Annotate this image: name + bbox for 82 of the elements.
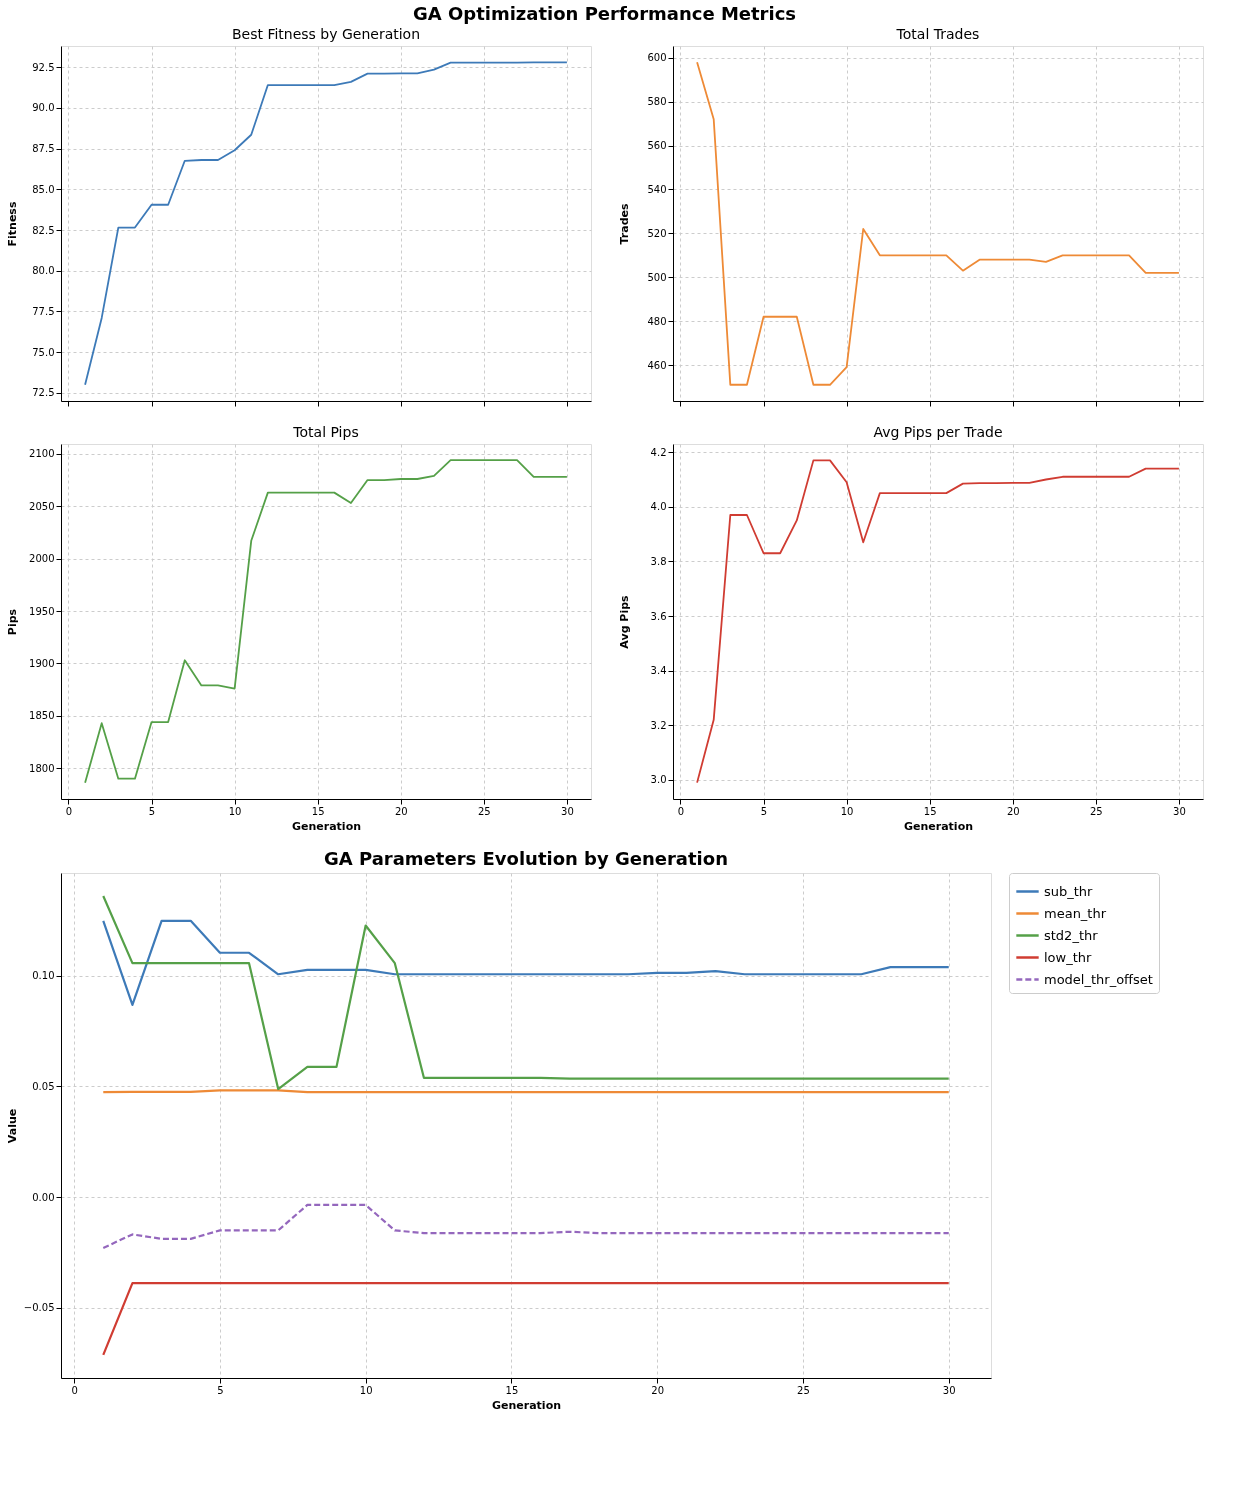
legend-label: model_thr_offset	[1044, 971, 1153, 987]
y-axis-title: Value	[5, 1108, 19, 1144]
x-axis-title: Generation	[903, 819, 974, 833]
y-tick-label: 3.0	[650, 774, 667, 786]
y-tick-label: 80.0	[32, 265, 55, 277]
y-tick-label: 1800	[29, 762, 55, 774]
y-tick-label: 0.10	[32, 970, 55, 982]
y-tick-label: 540	[647, 183, 667, 195]
x-tick-label: 20	[651, 1384, 665, 1396]
y-tick-label: 500	[647, 271, 667, 283]
x-tick-label: 25	[1089, 805, 1103, 817]
y-tick-label: 1850	[29, 710, 55, 722]
x-tick-label: 15	[923, 805, 937, 817]
y-tick-label: 560	[647, 140, 667, 152]
x-tick-label: 10	[840, 805, 854, 817]
x-axis-title: Generation	[491, 1398, 562, 1412]
y-tick-label: 82.5	[32, 224, 55, 236]
legend-label: std2_thr	[1044, 927, 1099, 943]
x-tick-label: 5	[148, 805, 156, 817]
y-tick-label: 3.8	[650, 555, 667, 567]
y-axis-title: Fitness	[5, 201, 19, 247]
chart-title: GA Parameters Evolution by Generation	[324, 847, 728, 869]
chart-title: Avg Pips per Trade	[873, 424, 1003, 440]
line-series	[102, 894, 950, 1091]
x-tick-label: 0	[65, 805, 73, 817]
x-tick-label: 20	[1006, 805, 1020, 817]
y-tick-label: 4.2	[650, 446, 667, 458]
y-tick-label: 72.5	[32, 387, 55, 399]
x-tick-label: 25	[477, 805, 491, 817]
line-series	[84, 61, 568, 386]
legend-label: low_thr	[1044, 949, 1093, 965]
chart-title: Total Trades	[895, 26, 980, 42]
x-tick-label: 5	[760, 805, 768, 817]
x-tick-label: 0	[71, 1384, 78, 1396]
y-tick-label: 1900	[29, 657, 55, 669]
line-series	[696, 459, 1180, 784]
y-axis-title: Trades	[617, 203, 631, 245]
y-tick-label: 77.5	[32, 305, 55, 317]
x-tick-label: 0	[677, 805, 685, 817]
y-tick-label: 3.6	[650, 610, 667, 622]
x-tick-label: 15	[311, 805, 325, 817]
y-tick-label: 460	[647, 359, 667, 371]
y-tick-label: 2000	[29, 553, 55, 565]
line-series	[102, 1203, 950, 1250]
y-tick-label: 4.0	[650, 501, 667, 513]
x-tick-label: 10	[359, 1384, 373, 1396]
x-tick-label: 20	[394, 805, 408, 817]
x-tick-label: 30	[561, 805, 574, 817]
x-axis-title: Generation	[291, 819, 362, 833]
y-tick-label: 480	[647, 315, 667, 327]
y-axis-title: Avg Pips	[617, 594, 631, 649]
y-tick-label: 75.0	[32, 346, 55, 358]
line-series	[696, 61, 1180, 386]
line-series	[84, 459, 568, 784]
x-tick-label: 5	[217, 1384, 224, 1396]
chart-title: Best Fitness by Generation	[231, 26, 421, 42]
y-tick-label: 92.5	[32, 61, 55, 73]
y-tick-label: 3.2	[650, 719, 667, 731]
x-tick-label: 30	[1173, 805, 1186, 817]
y-tick-label: 520	[647, 227, 667, 239]
x-tick-label: 15	[505, 1384, 519, 1396]
y-tick-label: 1950	[29, 605, 55, 617]
legend-label: mean_thr	[1044, 905, 1107, 921]
y-tick-label: 3.4	[650, 665, 667, 677]
y-axis-title: Pips	[5, 608, 19, 636]
x-tick-label: 30	[942, 1384, 956, 1396]
y-tick-label: 2050	[29, 500, 55, 512]
legend-label: sub_thr	[1044, 883, 1094, 899]
x-tick-label: 25	[797, 1384, 810, 1396]
chart-title: Total Pips	[292, 424, 359, 440]
y-tick-label: 580	[647, 96, 667, 108]
text: GA Optimization Performance Metrics	[412, 2, 797, 24]
x-tick-label: 10	[228, 805, 242, 817]
y-tick-label: 85.0	[32, 183, 55, 195]
y-tick-label: 0.00	[32, 1191, 55, 1203]
y-tick-label: 90.0	[32, 102, 55, 114]
y-tick-label: 87.5	[32, 143, 55, 155]
y-tick-label: 600	[647, 52, 667, 64]
y-tick-label: −0.05	[23, 1302, 55, 1314]
y-tick-label: 0.05	[32, 1080, 55, 1092]
y-tick-label: 2100	[29, 448, 55, 460]
line-series	[102, 919, 950, 1006]
